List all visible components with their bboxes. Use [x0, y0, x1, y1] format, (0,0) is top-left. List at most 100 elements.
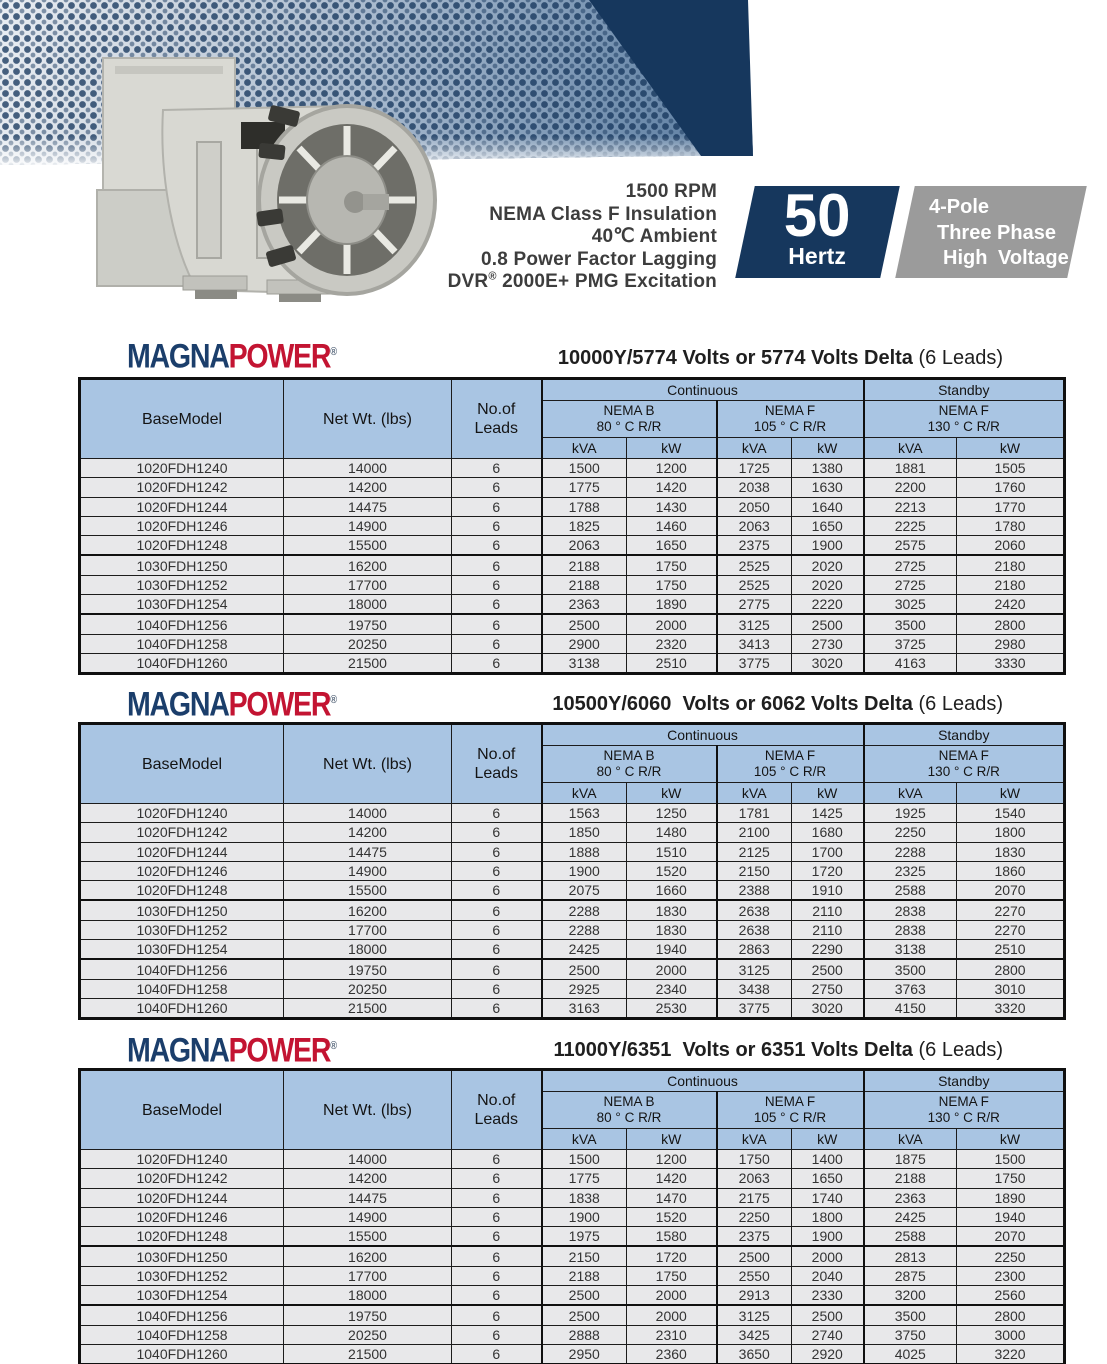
cell-value: 3010	[956, 978, 1066, 999]
header-nema-f105: NEMA F 105 ° C R/R	[715, 1091, 865, 1129]
cell-base-model: 1030FDH1254	[79, 939, 284, 960]
cell-value: 1890	[626, 594, 717, 615]
cell-value: 1900	[790, 535, 865, 556]
hertz-badge: 50 Hertz	[735, 182, 900, 278]
table-row: 1030FDH1254 18000 6 2425 1940 2863 2290 3138 251…	[79, 939, 1066, 960]
cell-value: 6	[451, 1343, 542, 1364]
cell-value: 6	[451, 1148, 542, 1170]
cell-value: 2288	[540, 919, 627, 941]
header-standby: Standby	[862, 723, 1066, 746]
cell-value: 2063	[715, 515, 792, 537]
cell-value: 2213	[862, 496, 958, 517]
cell-value: 6	[451, 841, 542, 862]
magnapower-logo: MAGNAPOWER®	[127, 336, 337, 373]
cell-value: 2180	[956, 554, 1066, 576]
table-row: 1030FDH1250 16200 6 2188 1750 2525 2020 2725 218…	[79, 554, 1066, 576]
table-row: 1020FDH1244 14475 6 1888 1510 2125 1700 2288 183…	[79, 841, 1066, 862]
table-row: 1020FDH1240 14000 6 1500 1200 1750 1400 1875 150…	[79, 1148, 1066, 1170]
table-row: 1030FDH1254 18000 6 2500 2000 2913 2330 3200 256…	[79, 1285, 1066, 1306]
cell-value: 6	[451, 1245, 542, 1267]
table-row: 1020FDH1246 14900 6 1900 1520 2150 1720 2325 186…	[79, 860, 1066, 882]
cell-value: 2110	[790, 899, 865, 921]
cell-value: 3500	[862, 613, 958, 635]
table-row: 1020FDH1244 14475 6 1788 1430 2050 1640 2213 177…	[79, 496, 1066, 517]
cell-base-model: 1040FDH1256	[79, 613, 284, 635]
header-base-model: BaseModel	[79, 723, 284, 804]
cell-value: 3125	[715, 613, 792, 635]
cell-value: 6	[451, 860, 542, 882]
cell-value: 6	[451, 1226, 542, 1247]
cell-value: 2525	[715, 574, 792, 596]
cell-value: 2575	[862, 535, 958, 556]
header-continuous: Continuous	[540, 1069, 865, 1092]
table2-title: 10500Y/6060 Volts or 6062 Volts Delta (6…	[552, 693, 1003, 715]
cell-value: 2838	[862, 919, 958, 941]
cell-value: 2588	[862, 880, 958, 901]
header-standby: Standby	[862, 1069, 1066, 1092]
cell-base-model: 1030FDH1250	[79, 554, 284, 576]
cell-value: 1830	[956, 841, 1066, 862]
cell-value: 2225	[862, 515, 958, 537]
cell-base-model: 1020FDH1246	[79, 1206, 284, 1228]
cell-value: 2863	[715, 939, 792, 960]
cell-value: 1900	[540, 1206, 627, 1228]
cell-value: 19750	[283, 958, 452, 980]
cell-value: 2363	[862, 1187, 958, 1208]
cell-value: 3500	[862, 1304, 958, 1326]
cell-value: 2925	[540, 978, 627, 999]
cell-base-model: 1020FDH1246	[79, 860, 284, 882]
cell-base-model: 1030FDH1250	[79, 1245, 284, 1267]
spec-line-rpm: 1500 RPM	[625, 181, 717, 202]
table-row: 1040FDH1258 20250 6 2888 2310 3425 2740 3750 300…	[79, 1324, 1066, 1345]
cell-base-model: 1040FDH1260	[79, 652, 284, 675]
cell-base-model: 1020FDH1244	[79, 841, 284, 862]
cell-value: 2360	[626, 1343, 717, 1364]
header-nema-f105: NEMA F 105 ° C R/R	[715, 400, 865, 438]
cell-value: 3138	[540, 652, 627, 675]
logo-power: POWER	[228, 685, 332, 724]
cell-value: 1420	[626, 477, 717, 498]
cell-value: 2250	[715, 1206, 792, 1228]
cell-value: 2725	[862, 574, 958, 596]
cell-base-model: 1020FDH1248	[79, 880, 284, 901]
table-row: 1030FDH1250 16200 6 2288 1830 2638 2110 2838 227…	[79, 899, 1066, 921]
cell-value: 1940	[626, 939, 717, 960]
cell-value: 2288	[540, 899, 627, 921]
cell-value: 2063	[715, 1168, 792, 1189]
cell-value: 3020	[790, 997, 865, 1020]
header-continuous: Continuous	[540, 723, 865, 746]
cell-value: 14200	[283, 1168, 452, 1189]
cell-value: 2425	[540, 939, 627, 960]
magnapower-logo: MAGNAPOWER®	[127, 684, 337, 721]
header-kw: kW	[790, 437, 865, 459]
cell-value: 2500	[790, 958, 865, 980]
hertz-value: 50	[783, 182, 851, 249]
cell-value: 1470	[626, 1187, 717, 1208]
cell-value: 3163	[540, 997, 627, 1020]
cell-value: 18000	[283, 939, 452, 960]
cell-value: 1800	[956, 822, 1066, 843]
cell-value: 6	[451, 535, 542, 556]
cell-value: 2980	[956, 633, 1066, 654]
cell-value: 1900	[790, 1226, 865, 1247]
cell-value: 18000	[283, 1285, 452, 1306]
cell-value: 1650	[626, 535, 717, 556]
logo-magna: MAGNA	[127, 337, 230, 376]
cell-value: 2250	[956, 1245, 1066, 1267]
table-row: 1020FDH1240 14000 6 1563 1250 1781 1425 1925 154…	[79, 802, 1066, 824]
cell-value: 14900	[283, 860, 452, 882]
cell-value: 1700	[790, 841, 865, 862]
table-row: 1040FDH1256 19750 6 2500 2000 3125 2500 3500 280…	[79, 1304, 1066, 1326]
cell-value: 1510	[626, 841, 717, 862]
cell-base-model: 1040FDH1258	[79, 633, 284, 654]
cell-value: 2530	[626, 997, 717, 1020]
cell-value: 2420	[956, 594, 1066, 615]
table-row: 1040FDH1260 21500 6 2950 2360 3650 2920 4025 322…	[79, 1343, 1066, 1364]
magnapower-logo: MAGNAPOWER®	[127, 1030, 337, 1067]
cell-value: 3025	[862, 594, 958, 615]
cell-value: 1650	[790, 515, 865, 537]
cell-value: 3200	[862, 1285, 958, 1306]
cell-value: 2750	[790, 978, 865, 999]
cell-value: 2500	[715, 1245, 792, 1267]
cell-value: 6	[451, 554, 542, 576]
